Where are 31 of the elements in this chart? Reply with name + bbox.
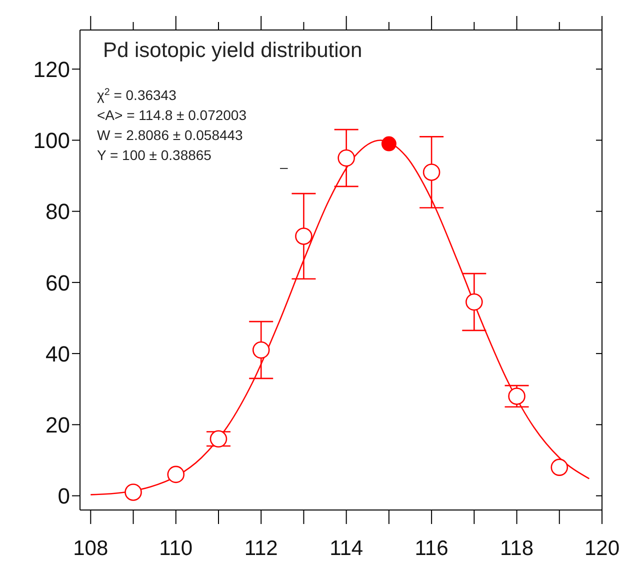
annotation: – <box>280 159 288 175</box>
point <box>124 484 142 501</box>
y-tick-label: 40 <box>46 341 70 366</box>
x-tick-label: 118 <box>500 536 534 560</box>
x-tick-label: 120 <box>584 536 619 560</box>
x-tick-label: 108 <box>73 536 108 560</box>
y-tick-label: 100 <box>33 128 70 154</box>
x-tick-label: 116 <box>414 536 448 560</box>
point <box>466 293 483 311</box>
point <box>295 228 312 245</box>
y-tick-label: 80 <box>46 199 70 224</box>
chart-title: Pd isotopic yield distribution <box>103 39 362 62</box>
y-tick-label: 0 <box>58 484 70 509</box>
point <box>381 136 396 152</box>
annotation: χ$^{2}$ = 0.36343 <box>97 86 177 103</box>
point <box>550 458 568 476</box>
point <box>167 466 185 484</box>
point <box>210 430 228 448</box>
annotation: W = 2.8086 ± 0.058443 <box>97 127 244 143</box>
x-tick-label: 110 <box>159 536 193 560</box>
point <box>252 341 270 359</box>
annotation: Y = 100 ± 0.38865 <box>97 147 212 163</box>
x-tick-label: 112 <box>244 536 278 560</box>
y-tick-label: 20 <box>46 412 70 438</box>
y-tick-label: 60 <box>46 270 70 296</box>
point <box>508 388 526 405</box>
x-tick-label: 114 <box>330 536 364 560</box>
y-tick-label: 120 <box>33 56 70 82</box>
point <box>422 164 440 181</box>
annotation: <A> = 114.8 ± 0.072003 <box>97 107 247 123</box>
point <box>338 149 355 167</box>
